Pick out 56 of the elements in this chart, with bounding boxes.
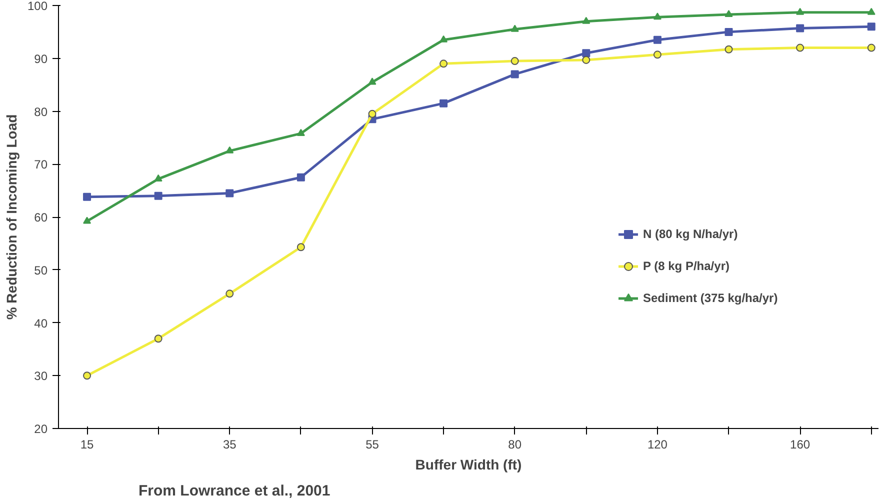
point bbox=[154, 334, 162, 343]
point bbox=[226, 146, 234, 154]
x-tick-label: 15 bbox=[80, 438, 94, 452]
point bbox=[510, 57, 519, 66]
point bbox=[582, 56, 590, 64]
point bbox=[653, 50, 662, 59]
point bbox=[796, 8, 804, 15]
point bbox=[296, 128, 305, 136]
x-tick-label: 120 bbox=[647, 438, 668, 452]
point bbox=[724, 28, 733, 36]
legend-label: Sediment (375 kg/ha/yr) bbox=[643, 291, 778, 305]
x-tick-label: 80 bbox=[508, 438, 522, 452]
point bbox=[582, 49, 590, 58]
x-tick-label: 35 bbox=[222, 438, 237, 452]
point bbox=[296, 173, 305, 182]
point bbox=[226, 290, 234, 298]
text: From Lowrance et al., 2001 bbox=[138, 482, 330, 500]
point bbox=[796, 44, 804, 52]
point bbox=[83, 372, 92, 380]
point bbox=[867, 22, 876, 31]
point bbox=[440, 99, 448, 108]
y-tick-label: 30 bbox=[34, 369, 48, 384]
point bbox=[440, 35, 448, 42]
point bbox=[368, 78, 376, 85]
x-tick-label: 55 bbox=[366, 438, 380, 452]
point bbox=[510, 24, 519, 32]
y-tick-label: 90 bbox=[34, 52, 48, 66]
y-tick-label: 80 bbox=[34, 104, 48, 119]
point bbox=[154, 174, 162, 182]
y-tick-label: 40 bbox=[34, 316, 48, 330]
point bbox=[796, 24, 804, 32]
point bbox=[867, 8, 876, 15]
legend-label: P (8 kg P/ha/yr) bbox=[643, 259, 730, 273]
point bbox=[724, 10, 733, 18]
point bbox=[653, 12, 662, 20]
point bbox=[368, 110, 376, 118]
point bbox=[653, 36, 662, 44]
x-tick-label: 160 bbox=[790, 438, 810, 452]
y-tick-label: 70 bbox=[34, 158, 48, 172]
y-tick-label: 60 bbox=[34, 210, 48, 224]
point bbox=[440, 60, 448, 68]
point bbox=[83, 216, 92, 224]
point bbox=[296, 243, 305, 252]
y-tick-label: 20 bbox=[34, 422, 48, 436]
point bbox=[154, 192, 162, 200]
point bbox=[83, 192, 92, 201]
y-tick-label: 50 bbox=[34, 263, 48, 278]
point bbox=[510, 70, 519, 78]
point bbox=[724, 45, 733, 54]
point bbox=[867, 44, 876, 52]
y-tick-label: 100 bbox=[27, 0, 48, 13]
x-axis-title: Buffer Width (ft) bbox=[415, 456, 522, 472]
y-axis-title: % Reduction of Incoming Load bbox=[3, 114, 20, 320]
point bbox=[226, 189, 234, 198]
point bbox=[582, 16, 590, 24]
legend-label: N (80 kg N/ha/yr) bbox=[643, 227, 738, 241]
